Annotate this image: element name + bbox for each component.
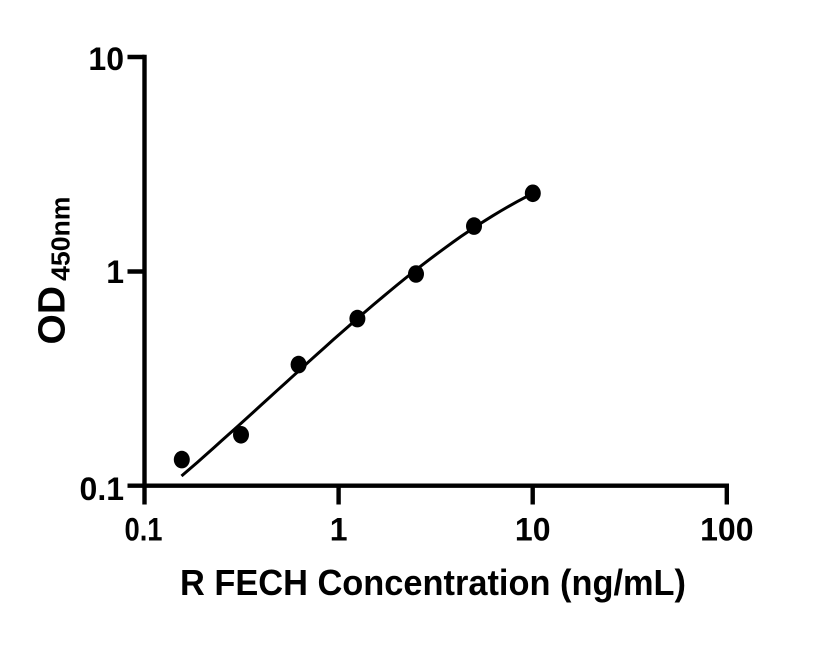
svg-text:0.1: 0.1 [125,512,163,548]
svg-text:OD450nm: OD450nm [31,197,76,345]
svg-text:100: 100 [700,512,753,548]
svg-text:0.1: 0.1 [80,471,124,507]
svg-text:R FECH Concentration (ng/mL): R FECH Concentration (ng/mL) [180,562,686,603]
svg-text:1: 1 [106,254,124,290]
svg-text:10: 10 [515,512,551,548]
svg-text:10: 10 [88,41,124,77]
svg-text:1: 1 [330,512,348,548]
